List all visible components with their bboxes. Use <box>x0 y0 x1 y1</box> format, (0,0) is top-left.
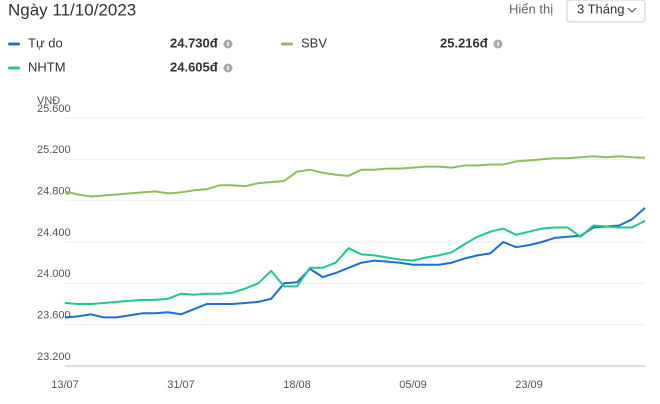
range-label: Hiển thị <box>509 1 553 16</box>
x-tick-label: 18/08 <box>283 379 311 391</box>
x-tick-label: 13/07 <box>51 379 79 391</box>
dropdown-value[interactable]: 3 Tháng <box>577 1 624 16</box>
legend-value: 24.605đ <box>170 59 218 74</box>
y-tick-label: 23.600 <box>37 310 71 322</box>
y-tick-label: 23.200 <box>37 351 71 363</box>
legend-value: 24.730đ <box>170 35 218 50</box>
range-dropdown[interactable]: 3 Tháng <box>566 0 646 23</box>
legend-swatch <box>281 42 293 46</box>
x-tick-label: 05/09 <box>399 379 427 391</box>
series-line <box>64 207 646 319</box>
y-tick-label: 25.600 <box>37 103 71 115</box>
legend-label: SBV <box>301 35 327 50</box>
dropdown-box[interactable] <box>566 0 646 23</box>
legend-swatch <box>8 66 20 70</box>
info-icon-mark <box>227 42 229 46</box>
y-tick-label: 24.800 <box>37 186 71 198</box>
y-tick-label: 24.000 <box>37 268 71 280</box>
y-tick-label: 24.400 <box>37 227 71 239</box>
legend-label: NHTM <box>28 59 66 74</box>
legend-value: 25.216đ <box>440 35 488 50</box>
dropdown-chevron <box>627 7 637 13</box>
x-tick-label: 31/07 <box>167 379 195 391</box>
series-line <box>64 155 646 198</box>
series-line <box>64 219 646 305</box>
legend-swatch <box>8 42 20 46</box>
info-icon-mark <box>497 42 499 46</box>
y-axis-label: VNĐ <box>37 95 60 107</box>
info-icon-mark <box>227 66 229 70</box>
y-tick-label: 25.200 <box>37 144 71 156</box>
page-title: Ngày 11/10/2023 <box>8 0 136 19</box>
legend-label: Tự do <box>28 35 63 50</box>
x-tick-label: 23/09 <box>515 379 543 391</box>
